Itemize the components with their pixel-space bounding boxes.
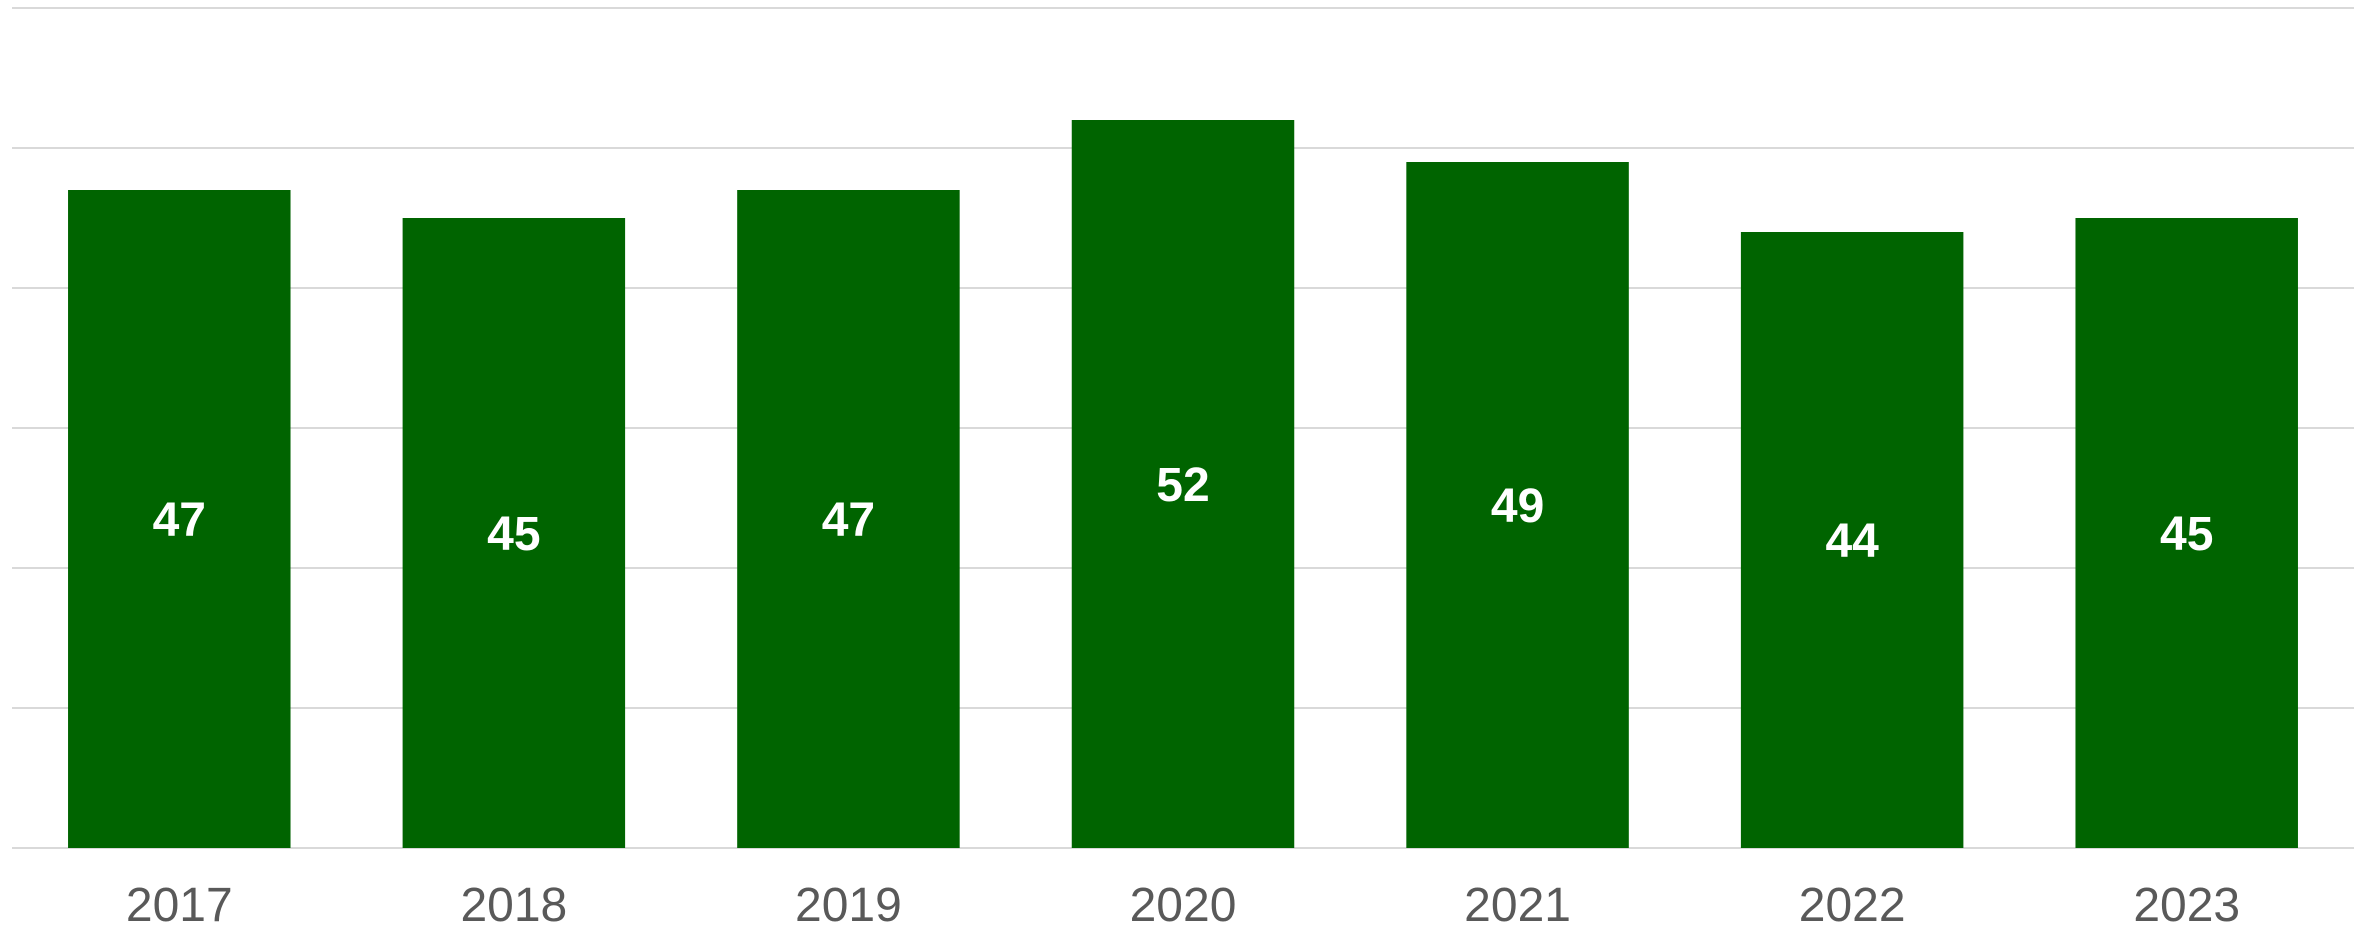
bar-2021 [1406, 162, 1629, 848]
data-label-2022: 44 [1825, 515, 1879, 568]
bar-2017 [68, 190, 291, 848]
x-tick-label-2019: 2019 [795, 879, 902, 927]
data-label-2020: 52 [1156, 459, 1209, 512]
x-axis: 2017 2018 2019 2020 2021 2022 2023 [126, 879, 2240, 927]
x-tick-label-2021: 2021 [1464, 879, 1571, 927]
data-label-2023: 45 [2160, 508, 2213, 561]
x-tick-label-2020: 2020 [1130, 879, 1237, 927]
x-tick-label-2018: 2018 [460, 879, 567, 927]
data-label-2021: 49 [1491, 480, 1544, 533]
data-label-2019: 47 [822, 494, 875, 547]
x-tick-label-2017: 2017 [126, 879, 233, 927]
bar-2018 [402, 218, 626, 848]
bar-2022 [1740, 232, 1964, 848]
data-label-2017: 47 [153, 494, 206, 547]
bar-2019 [737, 190, 960, 848]
x-tick-label-2022: 2022 [1799, 879, 1906, 927]
x-tick-label-2023: 2023 [2133, 879, 2240, 927]
data-labels: 47 45 47 52 49 44 45 [153, 459, 2214, 568]
bars [68, 120, 2298, 848]
bar-2020 [1071, 120, 1295, 848]
data-label-2018: 45 [487, 508, 540, 561]
bar-2023 [2075, 218, 2298, 848]
